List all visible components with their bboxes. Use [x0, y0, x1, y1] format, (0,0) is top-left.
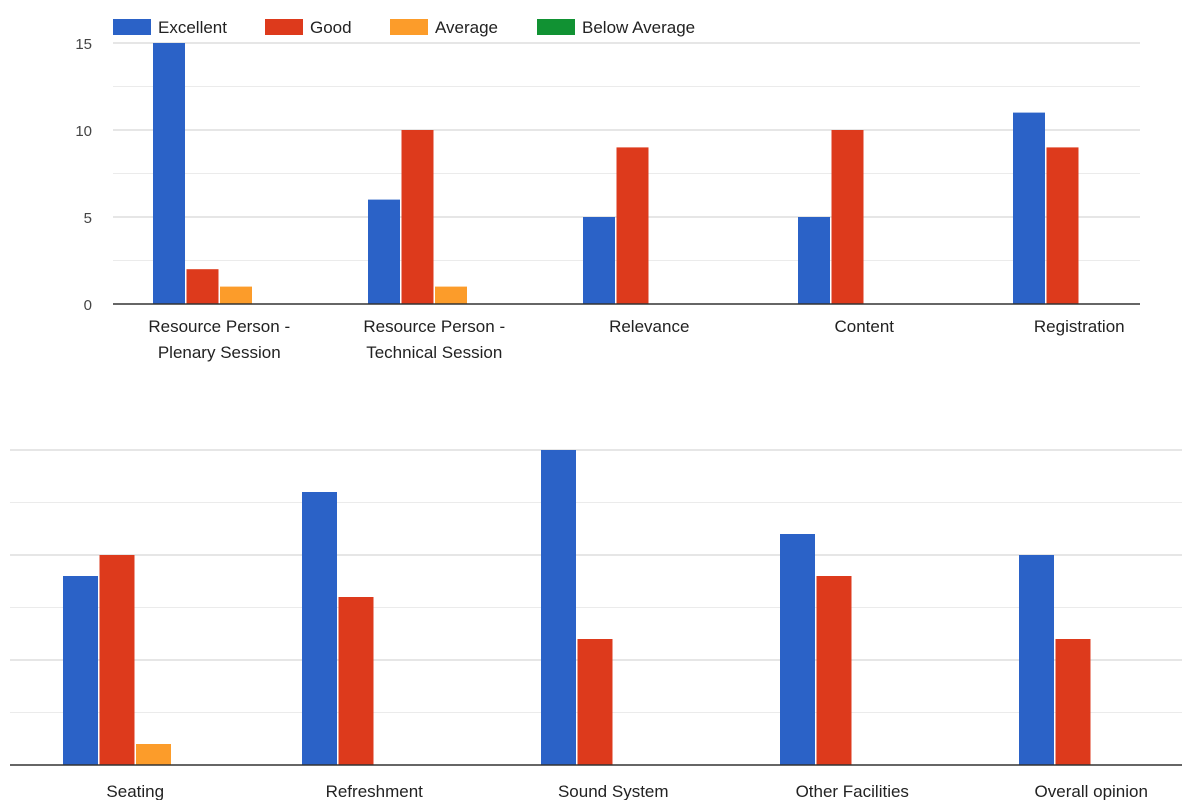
legend-item-below-average[interactable]: Below Average [537, 18, 695, 37]
bar-resource-person-technical-session-good[interactable] [401, 130, 434, 304]
bar-content-good[interactable] [831, 130, 864, 304]
bar-relevance-excellent[interactable] [583, 217, 615, 304]
x-category-label: Registration [1034, 317, 1125, 336]
legend-label: Good [310, 18, 352, 37]
x-category-label: Other Facilities [796, 782, 909, 800]
bar-refreshment-excellent[interactable] [302, 492, 337, 765]
bar-seating-good[interactable] [99, 555, 135, 765]
top-bar-chart: 0 5 10 15 Resource Person -Plenary Session Re… [75, 36, 1140, 362]
x-category-label: Relevance [609, 317, 689, 336]
bar-resource-person-plenary-session-average[interactable] [220, 286, 252, 304]
bar-seating-average[interactable] [136, 744, 171, 765]
x-category-label: Overall opinion [1035, 782, 1148, 800]
legend-item-excellent[interactable]: Excellent [113, 18, 227, 37]
legend-swatch [390, 19, 428, 35]
legend-label: Average [435, 18, 498, 37]
bar-registration-excellent[interactable] [1013, 112, 1045, 304]
bar-resource-person-plenary-session-excellent[interactable] [153, 43, 185, 304]
legend-item-average[interactable]: Average [390, 18, 498, 37]
legend-swatch [265, 19, 303, 35]
bar-seating-excellent[interactable] [63, 576, 98, 765]
bar-sound-system-good[interactable] [577, 639, 613, 765]
x-category-label: Resource Person -Technical Session [363, 317, 505, 362]
bar-other-facilities-excellent[interactable] [780, 534, 815, 765]
bottom-bar-chart: Seating Refreshment Sound System Other Faci… [10, 449, 1182, 800]
x-category-label: Resource Person -Plenary Session [148, 317, 290, 362]
bar-refreshment-good[interactable] [338, 597, 374, 765]
x-category-label: Seating [106, 782, 164, 800]
bar-resource-person-technical-session-average[interactable] [435, 286, 467, 304]
legend-swatch [113, 19, 151, 35]
legend-label: Excellent [158, 18, 227, 37]
bar-overall-opinion-excellent[interactable] [1019, 555, 1054, 765]
bar-resource-person-technical-session-excellent[interactable] [368, 199, 400, 304]
y-tick-label: 15 [75, 36, 92, 53]
y-tick-label: 5 [84, 210, 92, 227]
bar-relevance-good[interactable] [616, 147, 649, 304]
x-category-label: Sound System [558, 782, 669, 800]
legend-item-good[interactable]: Good [265, 18, 352, 37]
x-category-label: Content [834, 317, 894, 336]
bar-other-facilities-good[interactable] [816, 576, 852, 765]
legend-swatch [537, 19, 575, 35]
x-category-label: Refreshment [326, 782, 424, 800]
y-tick-label: 0 [84, 297, 92, 314]
chart-legend: Excellent Good Average Below Average [113, 18, 695, 37]
bar-sound-system-excellent[interactable] [541, 450, 576, 765]
legend-label: Below Average [582, 18, 695, 37]
bar-content-excellent[interactable] [798, 217, 830, 304]
bar-registration-good[interactable] [1046, 147, 1079, 304]
y-tick-label: 10 [75, 123, 92, 140]
bar-resource-person-plenary-session-good[interactable] [186, 269, 219, 304]
bar-overall-opinion-good[interactable] [1055, 639, 1091, 765]
